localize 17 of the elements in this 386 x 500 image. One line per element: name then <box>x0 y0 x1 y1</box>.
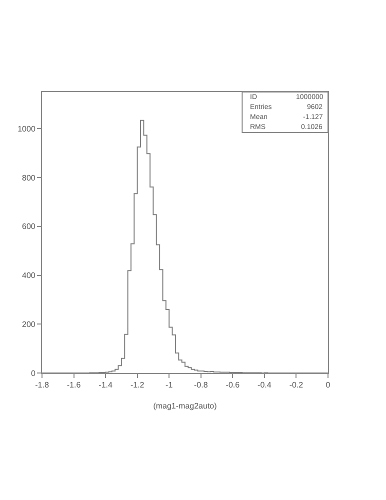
x-tick-label: -0.6 <box>226 380 240 390</box>
x-tick-label: -0.2 <box>289 380 304 390</box>
x-tick-label: 0 <box>326 380 331 390</box>
y-tick-label: 800 <box>22 173 36 182</box>
x-tick-label: -1 <box>166 380 174 390</box>
y-tick-label: 1000 <box>18 124 36 134</box>
x-tick-label: -0.4 <box>258 380 272 390</box>
x-tick-label: -1.6 <box>66 380 82 390</box>
y-tick-label: 600 <box>22 222 36 232</box>
x-tick-label: -1.8 <box>35 380 50 390</box>
x-tick-label: -1.4 <box>98 380 113 390</box>
x-axis-title: (mag1-mag2auto) <box>153 402 218 411</box>
x-tick-label: -0.8 <box>194 380 208 390</box>
y-tick-label: 400 <box>22 271 36 280</box>
y-tick-label: 200 <box>22 320 36 329</box>
y-tick-label: 0 <box>30 368 36 378</box>
x-tick-label: -1.2 <box>130 380 145 390</box>
